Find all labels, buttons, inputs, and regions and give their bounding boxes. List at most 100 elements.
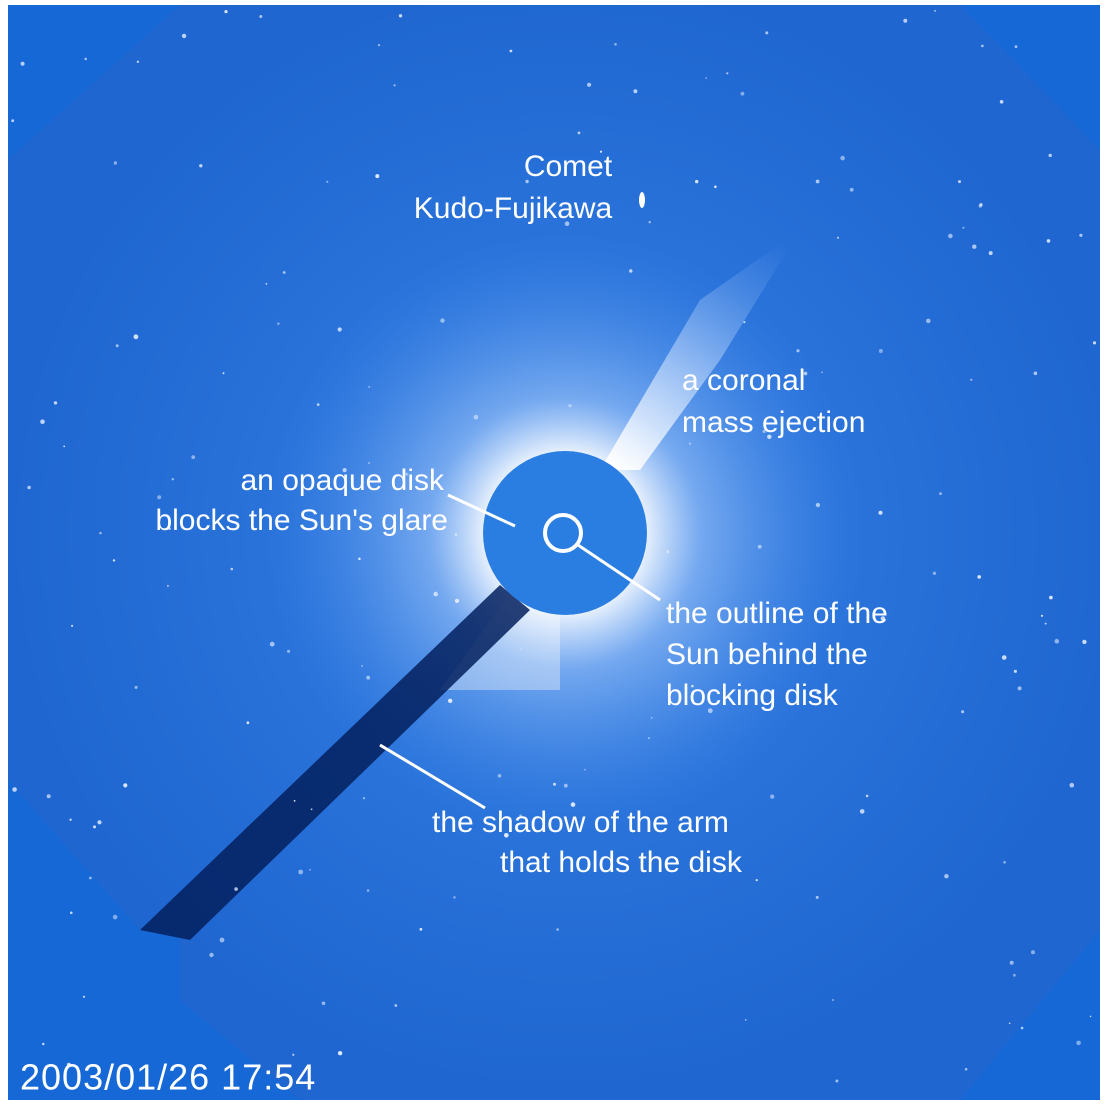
star: [1049, 596, 1053, 600]
star: [134, 334, 139, 339]
star: [167, 585, 169, 587]
star: [220, 938, 225, 943]
star: [840, 156, 845, 161]
star: [1013, 974, 1016, 977]
star: [361, 665, 363, 667]
star: [191, 455, 195, 459]
star: [977, 575, 981, 579]
star: [961, 710, 964, 713]
star: [433, 592, 438, 597]
star: [743, 321, 745, 323]
star: [629, 269, 632, 272]
star: [93, 825, 96, 828]
star: [1014, 670, 1017, 673]
star: [367, 889, 370, 892]
star: [453, 896, 455, 898]
occulting-disk: [483, 451, 647, 615]
star: [277, 323, 279, 325]
star: [363, 797, 365, 799]
star: [157, 495, 161, 499]
star: [378, 44, 380, 46]
star: [1076, 1041, 1081, 1046]
star: [283, 271, 286, 274]
page: Comet Kudo-Fujikawa a coronal mass eject…: [0, 0, 1106, 1104]
star: [224, 10, 227, 13]
star: [714, 186, 717, 189]
label-text: a coronal: [682, 364, 805, 397]
star: [99, 532, 101, 534]
star: [568, 404, 571, 407]
star: [587, 83, 591, 87]
star: [926, 319, 931, 324]
star: [84, 58, 87, 61]
star: [553, 783, 556, 786]
star: [741, 92, 745, 96]
star: [420, 928, 423, 931]
star: [770, 795, 774, 799]
star: [965, 1068, 968, 1071]
star: [666, 550, 669, 553]
star: [113, 915, 118, 920]
star: [1049, 154, 1052, 157]
star: [944, 874, 948, 878]
star: [317, 403, 320, 406]
star: [765, 31, 768, 34]
star: [12, 787, 17, 792]
star: [338, 327, 342, 331]
star: [1015, 45, 1018, 48]
star: [651, 717, 653, 719]
star: [816, 896, 819, 899]
star: [375, 174, 379, 178]
star: [578, 132, 581, 135]
star: [358, 558, 361, 561]
star: [440, 318, 444, 322]
timestamp: 2003/01/26 17:54: [20, 1057, 316, 1098]
star: [648, 737, 650, 739]
star: [135, 686, 138, 689]
star: [934, 10, 936, 12]
star: [287, 650, 290, 653]
star: [366, 676, 370, 680]
star: [266, 283, 268, 285]
label-text: blocks the Sun's glare: [155, 504, 448, 537]
star: [247, 721, 250, 724]
star: [903, 19, 907, 23]
label-text: blocking disk: [666, 679, 839, 712]
star: [116, 344, 119, 347]
star: [816, 180, 820, 184]
star: [338, 1051, 342, 1055]
label-text: Sun behind the: [666, 638, 868, 671]
label-text: Comet: [524, 150, 613, 183]
star: [498, 774, 502, 778]
star: [27, 486, 31, 490]
star: [979, 203, 982, 206]
star: [40, 419, 45, 424]
star: [1031, 950, 1035, 954]
star: [89, 877, 92, 880]
star: [1009, 1023, 1011, 1025]
star: [70, 912, 73, 915]
star: [510, 50, 513, 53]
star: [63, 446, 65, 448]
star: [584, 769, 586, 771]
star: [695, 180, 698, 183]
star: [309, 869, 311, 871]
star: [850, 188, 854, 192]
star: [649, 221, 651, 223]
star: [835, 1080, 838, 1083]
star: [394, 84, 396, 86]
star: [837, 237, 839, 239]
star: [113, 559, 115, 561]
star: [199, 164, 202, 167]
comet: [639, 192, 645, 208]
star: [1045, 623, 1047, 625]
coronagraph-image: Comet Kudo-Fujikawa a coronal mass eject…: [0, 0, 1106, 1104]
star: [71, 625, 73, 627]
star: [756, 879, 758, 881]
star: [745, 1019, 747, 1021]
star: [209, 953, 213, 957]
star: [1093, 341, 1096, 344]
label-text: Kudo-Fujikawa: [414, 192, 613, 225]
star: [97, 820, 101, 824]
label-text: the shadow of the arm: [432, 806, 729, 839]
